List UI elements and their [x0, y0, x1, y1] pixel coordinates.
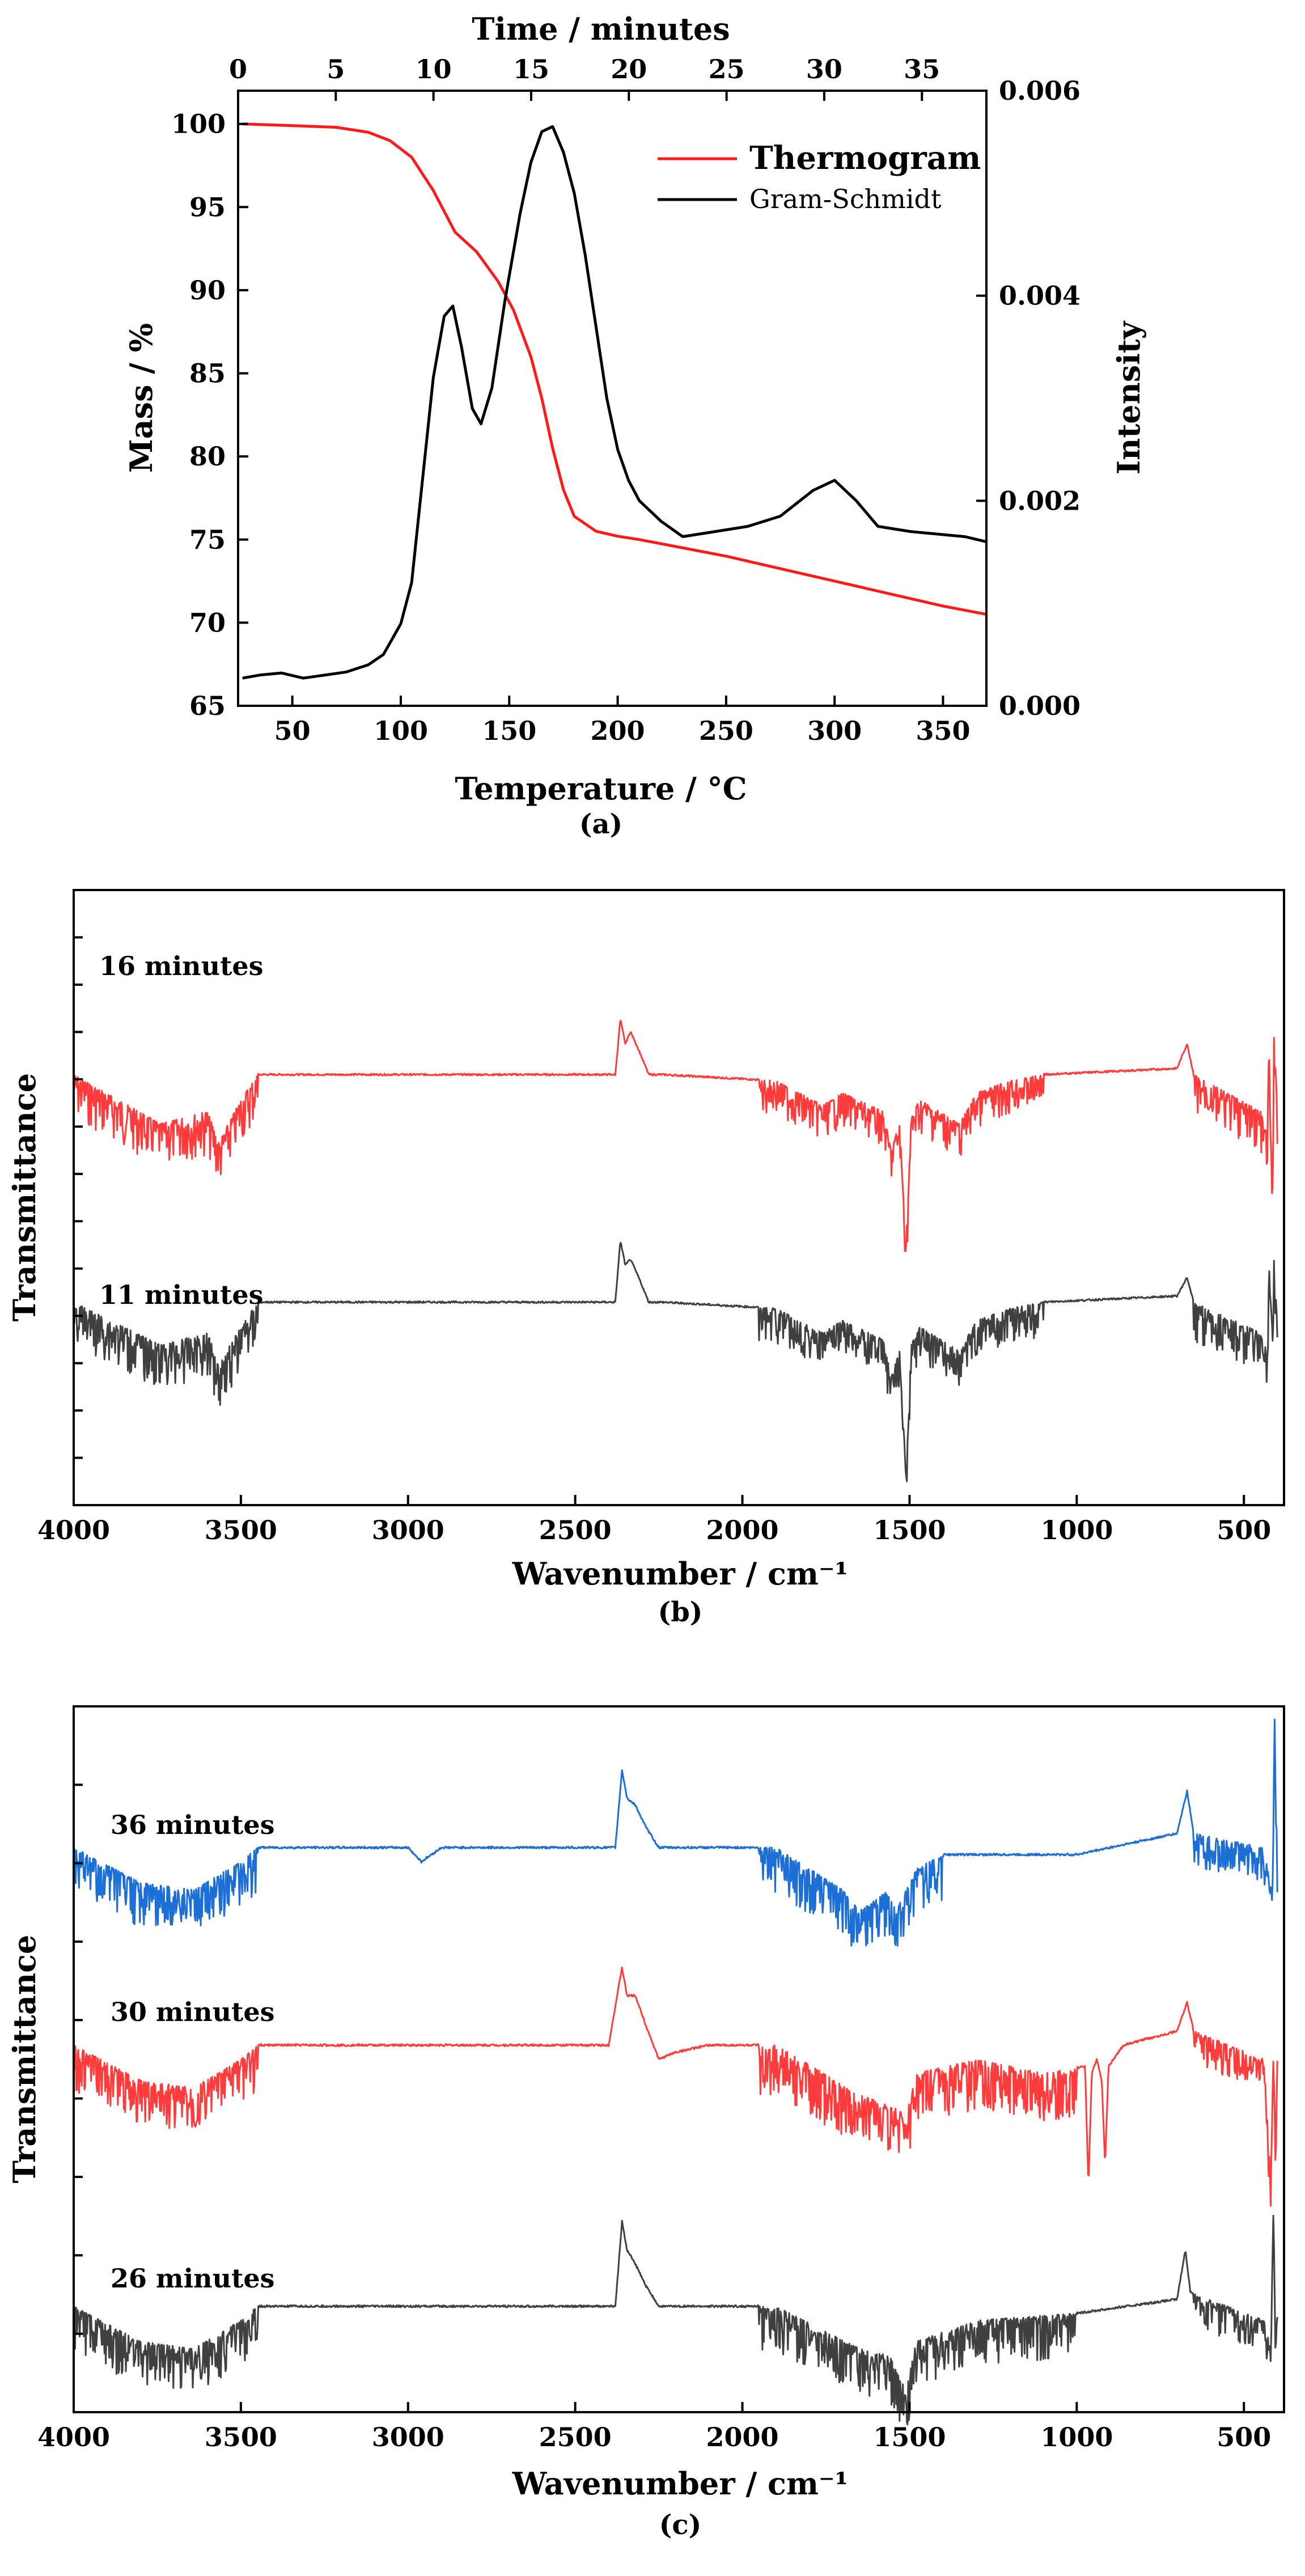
- panel-b-ftir-spectra: 4000 3500 3000 2500 2000 1500 1000 500 16 minut…: [6, 889, 1285, 1628]
- panel-b-y-axis-label: Transmittance: [6, 1073, 43, 1321]
- panel-c-series-label-36-minutes: 36 minutes: [111, 1810, 274, 1840]
- panel-b-frame: [73, 889, 1285, 1506]
- panel-a-xtick-top-label: 30: [806, 54, 842, 84]
- panel-a-y-right-axis-label: Intensity: [1111, 320, 1147, 474]
- panel-c-xtick-label: 1000: [1040, 2422, 1113, 2452]
- panel-a-xtick-label: 50: [274, 715, 311, 746]
- panel-c-xtick-label: 1500: [873, 2422, 946, 2452]
- panel-a-x-axis-label: Temperature / °C: [455, 770, 747, 807]
- panel-a-ytick-label: 65: [189, 690, 226, 721]
- panel-a-ytick-label: 95: [189, 192, 226, 222]
- panel-c-caption: (c): [659, 2509, 702, 2541]
- panel-b-plot-area: [73, 1020, 1278, 1482]
- panel-c-series-26-minutes: [73, 2214, 1278, 2426]
- panel-a-top-axis-label: Time / minutes: [472, 11, 730, 47]
- panel-a-xtick-top-label: 10: [416, 54, 452, 84]
- panel-a-xtick-label: 100: [374, 715, 428, 746]
- panel-a-xtick-top-label: 15: [513, 54, 549, 84]
- panel-a-xtick-label: 350: [916, 715, 970, 746]
- panel-a-bottom-axis: 50 100 150 200 250 300 350: [274, 696, 970, 746]
- panel-c-xtick-label: 3000: [372, 2422, 444, 2452]
- panel-a-xtick-label: 150: [482, 715, 536, 746]
- panel-b-xtick-label: 1500: [873, 1515, 946, 1545]
- panel-a-ytick-right-label: 0.002: [999, 485, 1081, 516]
- panel-a-top-axis: 0 5 10 15 20 25 30 35: [229, 54, 940, 101]
- panel-c-xtick-label: 500: [1217, 2422, 1271, 2452]
- panel-c-bottom-axis: 4000 3500 3000 2500 2000 1500 1000 500: [37, 2402, 1271, 2452]
- panel-a-ytick-label: 100: [171, 109, 226, 139]
- panel-b-xtick-label: 1000: [1040, 1515, 1113, 1545]
- panel-a-xtick-top-label: 20: [611, 54, 647, 84]
- panel-a-xtick-label: 200: [591, 715, 645, 746]
- panel-c-xtick-label: 4000: [37, 2422, 110, 2452]
- panel-a-ytick-right-label: 0.004: [999, 281, 1081, 311]
- panel-b-xtick-label: 2000: [706, 1515, 779, 1545]
- panel-b-xtick-label: 3500: [205, 1515, 277, 1545]
- panel-a-xtick-top-label: 5: [327, 54, 345, 84]
- panel-b-left-axis: [74, 936, 83, 1459]
- panel-a-xtick-label: 300: [807, 715, 862, 746]
- panel-a-ytick-label: 80: [189, 441, 226, 472]
- panel-b-series-16-minutes: [73, 1020, 1278, 1252]
- panel-c-frame: [73, 1705, 1285, 2413]
- panel-b-xtick-label: 500: [1217, 1515, 1271, 1545]
- panel-c-xtick-label: 3500: [205, 2422, 277, 2452]
- panel-c-xtick-label: 2000: [706, 2422, 779, 2452]
- panel-c-left-axis: [74, 1783, 83, 2335]
- panel-b-xtick-label: 4000: [37, 1515, 110, 1545]
- panel-a-xtick-top-label: 35: [904, 54, 940, 84]
- panel-c-ftir-spectra: 4000 3500 3000 2500 2000 1500 1000 500 36 minut…: [6, 1705, 1285, 2541]
- panel-a-left-axis: 65 70 75 80 85 90 95 100: [171, 109, 248, 721]
- panel-c-series-label-30-minutes: 30 minutes: [111, 1997, 274, 2027]
- panel-b-caption: (b): [658, 1596, 703, 1628]
- panel-b-x-axis-label: Wavenumber / cm⁻¹: [512, 1556, 848, 1592]
- panel-c-series-36-minutes: [73, 1718, 1278, 1947]
- panel-a-series-gram-schmidt: [242, 125, 987, 680]
- legend-label-thermogram: Thermogram: [749, 139, 981, 177]
- panel-a-right-axis: 0.000 0.002 0.004 0.006: [976, 75, 1081, 721]
- panel-a-xtick-top-label: 25: [709, 54, 745, 84]
- panel-a-frame: [237, 90, 988, 707]
- panel-b-xtick-label: 3000: [372, 1515, 444, 1545]
- panel-a-ytick-label: 75: [189, 524, 226, 555]
- panel-a-plot-area: [242, 122, 987, 680]
- panel-a-ytick-label: 70: [189, 607, 226, 638]
- panel-a-xtick-label: 250: [699, 715, 753, 746]
- panel-c-y-axis-label: Transmittance: [6, 1935, 43, 2183]
- panel-b-series-11-minutes: [73, 1242, 1278, 1482]
- panel-c-xtick-label: 2500: [539, 2422, 612, 2452]
- panel-a-xtick-top-label: 0: [229, 54, 247, 84]
- panel-a-caption: (a): [579, 808, 623, 840]
- panel-a-ytick-right-label: 0.000: [999, 690, 1081, 721]
- panel-c-plot-area: [73, 1718, 1278, 2426]
- panel-c-series-30-minutes: [73, 1967, 1278, 2207]
- panel-c-x-axis-label: Wavenumber / cm⁻¹: [512, 2465, 848, 2502]
- panel-b-series-label-11-minutes: 11 minutes: [99, 1279, 263, 1310]
- panel-a-series-thermogram: [242, 122, 987, 616]
- panel-b-bottom-axis: 4000 3500 3000 2500 2000 1500 1000 500: [37, 1495, 1271, 1545]
- panel-a-y-axis-label: Mass / %: [123, 323, 159, 473]
- panel-b-series-label-16-minutes: 16 minutes: [99, 951, 263, 981]
- panel-b-xtick-label: 2500: [539, 1515, 612, 1545]
- panel-a-legend: Thermogram Gram-Schmidt: [658, 139, 981, 214]
- legend-label-gram-schmidt: Gram-Schmidt: [749, 184, 942, 214]
- panel-a-ytick-label: 90: [189, 275, 226, 306]
- panel-a-ytick-right-label: 0.006: [999, 75, 1081, 106]
- panel-a-ytick-label: 85: [189, 358, 226, 389]
- panel-c-series-label-26-minutes: 26 minutes: [111, 2263, 274, 2294]
